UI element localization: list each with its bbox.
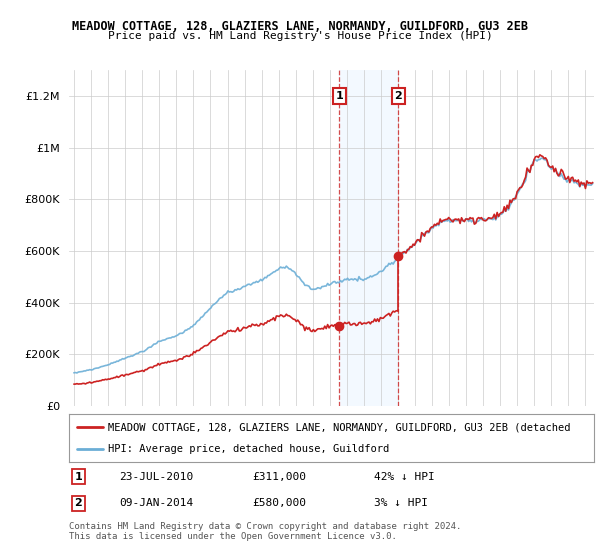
Text: Price paid vs. HM Land Registry's House Price Index (HPI): Price paid vs. HM Land Registry's House … bbox=[107, 31, 493, 41]
Text: MEADOW COTTAGE, 128, GLAZIERS LANE, NORMANDY, GUILDFORD, GU3 2EB (detached: MEADOW COTTAGE, 128, GLAZIERS LANE, NORM… bbox=[109, 422, 571, 432]
Bar bbox=[340, 70, 398, 406]
Text: £311,000: £311,000 bbox=[253, 472, 307, 482]
Text: £580,000: £580,000 bbox=[253, 498, 307, 508]
Text: Contains HM Land Registry data © Crown copyright and database right 2024.
This d: Contains HM Land Registry data © Crown c… bbox=[69, 522, 461, 542]
Text: HPI: Average price, detached house, Guildford: HPI: Average price, detached house, Guil… bbox=[109, 444, 389, 454]
Text: 3% ↓ HPI: 3% ↓ HPI bbox=[373, 498, 427, 508]
Text: 1: 1 bbox=[335, 91, 343, 101]
Text: 23-JUL-2010: 23-JUL-2010 bbox=[119, 472, 193, 482]
Text: 2: 2 bbox=[74, 498, 82, 508]
Text: 1: 1 bbox=[74, 472, 82, 482]
Text: 09-JAN-2014: 09-JAN-2014 bbox=[119, 498, 193, 508]
Text: MEADOW COTTAGE, 128, GLAZIERS LANE, NORMANDY, GUILDFORD, GU3 2EB: MEADOW COTTAGE, 128, GLAZIERS LANE, NORM… bbox=[72, 20, 528, 32]
Text: 42% ↓ HPI: 42% ↓ HPI bbox=[373, 472, 434, 482]
Text: 2: 2 bbox=[395, 91, 403, 101]
